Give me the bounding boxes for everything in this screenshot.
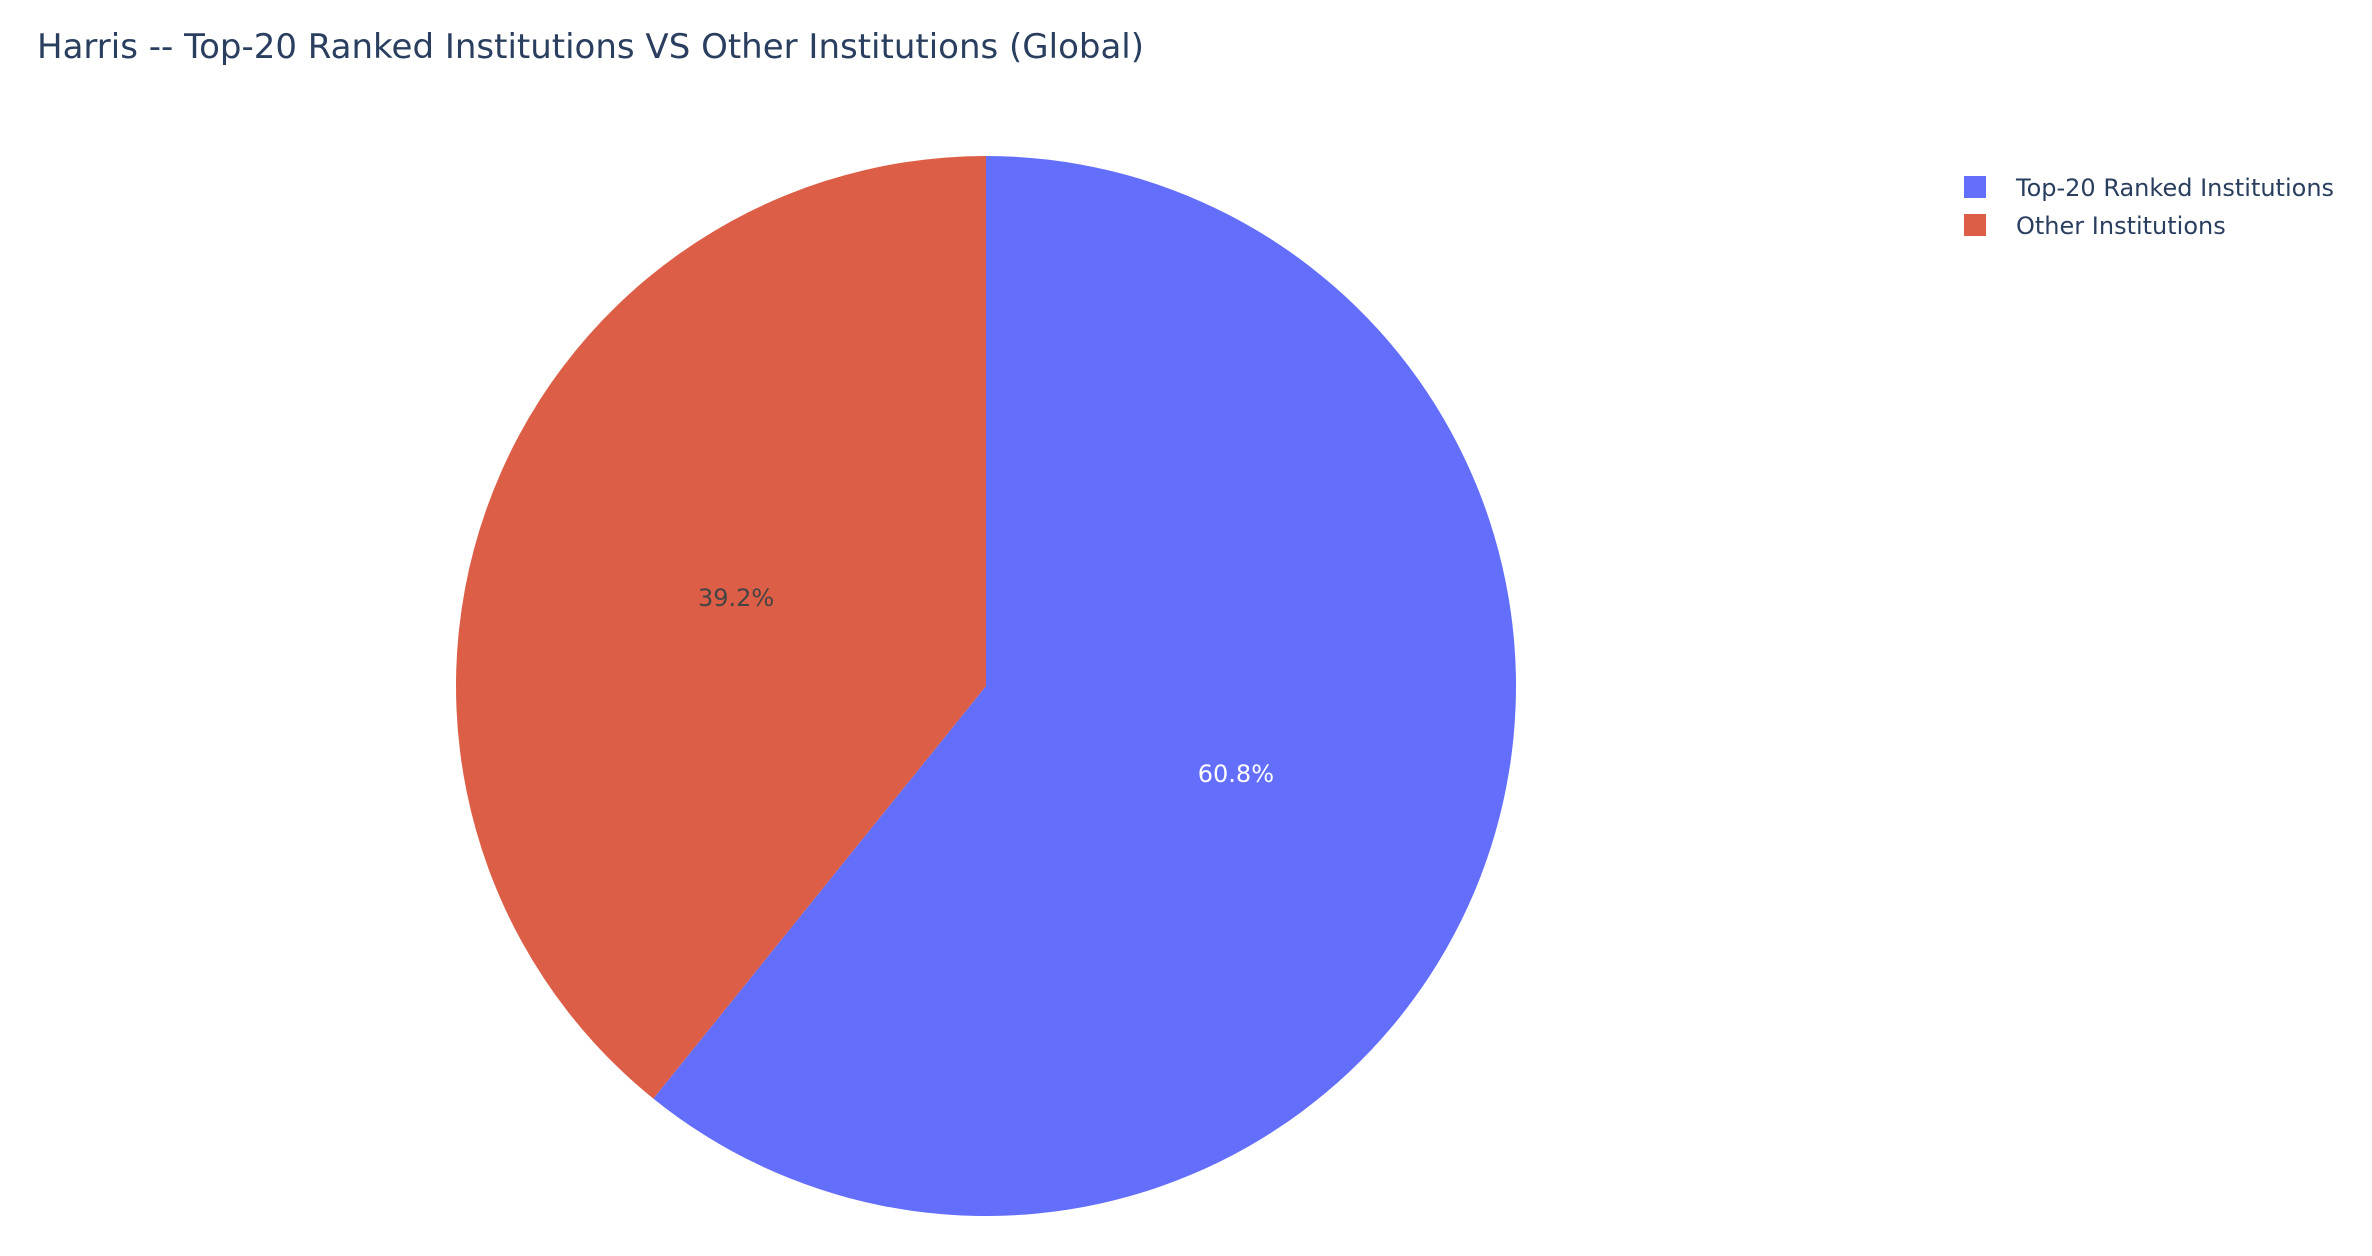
chart-title: Harris -- Top-20 Ranked Institutions VS …	[37, 27, 1144, 67]
slice-percent-label: 60.8%	[1198, 760, 1274, 788]
slice-percent-label: 39.2%	[698, 584, 774, 612]
pie-slice-other-institutions[interactable]	[456, 156, 986, 1099]
pie-slice-top-20-ranked-institutions[interactable]	[653, 156, 1517, 1216]
legend-label[interactable]: Top-20 Ranked Institutions	[2015, 174, 2334, 202]
legend-label[interactable]: Other Institutions	[2016, 212, 2226, 240]
pie-slices	[456, 156, 1517, 1216]
legend-swatch[interactable]	[1964, 214, 1986, 236]
pie-slice-labels: 60.8% 39.2%	[698, 584, 1274, 788]
legend: Top-20 Ranked Institutions Other Institut…	[1964, 174, 2334, 240]
legend-swatch[interactable]	[1964, 176, 1986, 198]
